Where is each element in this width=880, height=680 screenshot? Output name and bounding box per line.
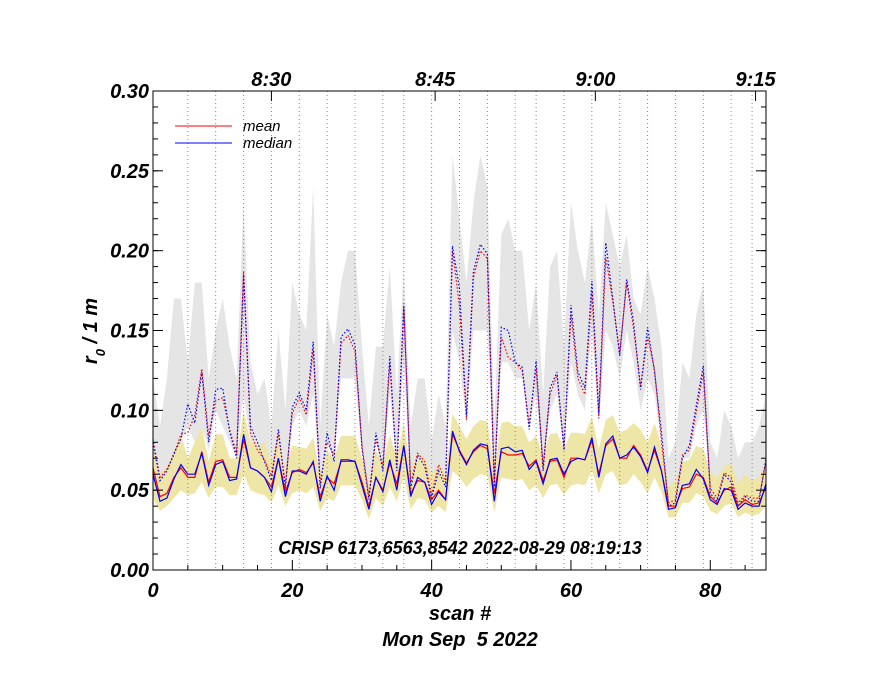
x-tick-label: 20 [280, 580, 303, 602]
top-time-label: 9:00 [575, 69, 615, 91]
date-label: Mon Sep 5 2022 [382, 629, 538, 651]
y-axis-title-main: r [80, 355, 102, 364]
y-tick-label: 0.20 [110, 241, 149, 263]
top-time-label: 8:30 [251, 69, 291, 91]
top-time-label: 8:45 [415, 69, 456, 91]
x-axis-title: scan # [429, 603, 492, 625]
y-axis-title-rest: / 1 m [80, 298, 102, 349]
legend-mean-label: mean [243, 118, 281, 135]
y-tick-label: 0.15 [110, 321, 150, 343]
top-time-label: 9:15 [736, 69, 777, 91]
x-tick-label: 80 [699, 580, 721, 602]
bands-layer [153, 154, 766, 519]
y-tick-label: 0.05 [110, 480, 150, 502]
series-median-upper [152, 242, 767, 508]
series-lines [152, 242, 767, 511]
x-tick-label: 0 [147, 580, 158, 602]
x-tick-label: 40 [420, 580, 443, 602]
legend: mean median [175, 118, 292, 152]
y-tick-label: 0.30 [110, 81, 149, 103]
y-axis-title: r0 / 1 m [80, 298, 108, 364]
series-median [152, 430, 767, 511]
y-tick-label: 0.00 [110, 560, 149, 582]
y-tick-label: 0.25 [110, 161, 150, 183]
y-tick-label: 0.10 [110, 400, 149, 422]
crisp-annotation: CRISP 6173,6563,8542 2022-08-29 08:19:13 [278, 538, 642, 558]
gray-band [153, 154, 766, 499]
x-tick-label: 60 [560, 580, 582, 602]
axes-layer: 0.00 0.05 0.10 0.15 0.20 0.25 0.30 0 20 40 60 80 8:3… [110, 69, 776, 602]
y-axis-title-sub: 0 [93, 348, 108, 356]
legend-median-label: median [243, 135, 292, 152]
